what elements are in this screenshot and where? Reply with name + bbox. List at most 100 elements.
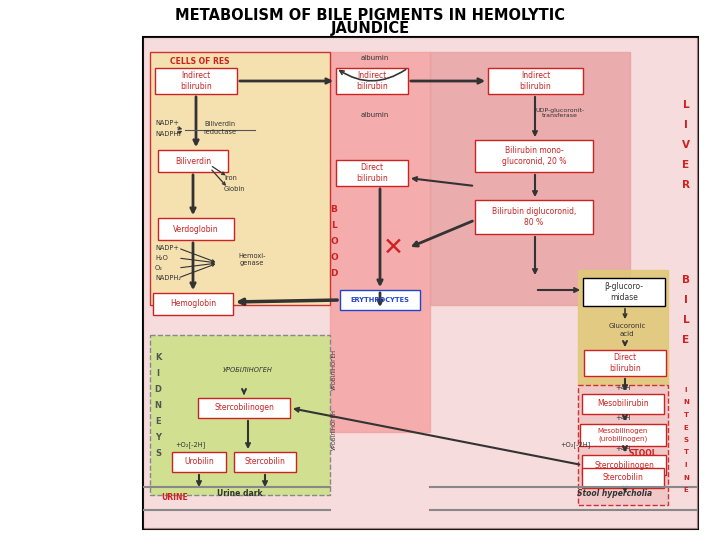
Text: D: D <box>155 386 161 395</box>
Text: УРОБІЛІНОГЕН: УРОБІЛІНОГЕН <box>331 409 336 450</box>
Bar <box>234 452 296 472</box>
Text: METABOLISM OF BILE PIGMENTS IN HEMOLYTIC: METABOLISM OF BILE PIGMENTS IN HEMOLYTIC <box>175 9 565 24</box>
Bar <box>198 398 290 418</box>
Bar <box>578 385 668 505</box>
Text: УРОБІЛІНОГЕН: УРОБІЛІНОГЕН <box>331 349 336 390</box>
Text: T: T <box>683 449 688 456</box>
Text: CELLS OF RES: CELLS OF RES <box>170 57 230 65</box>
Text: L: L <box>683 315 689 325</box>
Bar <box>150 335 330 495</box>
Text: Indirect
bilirubin: Indirect bilirubin <box>520 71 552 91</box>
Text: O₂: O₂ <box>155 265 163 271</box>
Bar <box>475 200 593 234</box>
Text: L: L <box>331 221 337 231</box>
Text: UDP-glucoronit-
transferase: UDP-glucoronit- transferase <box>536 107 585 118</box>
Text: Stercobilinogen: Stercobilinogen <box>214 403 274 413</box>
Bar <box>475 140 593 172</box>
Bar <box>582 394 664 414</box>
Text: L: L <box>683 100 689 110</box>
Text: Glucoronic
acid: Glucoronic acid <box>608 323 646 336</box>
Bar <box>143 37 698 529</box>
Bar <box>582 455 666 475</box>
Text: ERYTHROCYTES: ERYTHROCYTES <box>351 297 410 303</box>
Text: E: E <box>683 424 688 430</box>
Text: I: I <box>684 120 688 130</box>
Text: K: K <box>155 354 161 362</box>
Text: I: I <box>156 369 160 379</box>
Text: S: S <box>683 437 688 443</box>
Text: B: B <box>682 275 690 285</box>
Bar <box>578 270 668 385</box>
Bar <box>330 52 430 432</box>
Bar <box>583 278 665 306</box>
Text: NADP+: NADP+ <box>155 120 179 126</box>
Bar <box>430 52 630 305</box>
Text: H₂O: H₂O <box>155 255 168 261</box>
Text: Hemoglobin: Hemoglobin <box>170 300 216 308</box>
Text: N: N <box>683 400 689 406</box>
Text: Bilirubin diglucoronid,
80 %: Bilirubin diglucoronid, 80 % <box>492 207 576 227</box>
Text: N: N <box>155 402 161 410</box>
Text: Iron: Iron <box>224 175 237 181</box>
Bar <box>584 350 666 376</box>
Text: I: I <box>685 387 688 393</box>
Text: Stool hypercholia: Stool hypercholia <box>577 489 652 497</box>
Text: +4H: +4H <box>616 415 631 421</box>
Text: +4H: +4H <box>616 446 631 452</box>
Text: NADPH₂: NADPH₂ <box>155 131 181 137</box>
Text: +O₂[-2H]: +O₂[-2H] <box>560 442 590 448</box>
Text: JAUNDICE: JAUNDICE <box>330 21 410 36</box>
Text: β-glucoro-
midase: β-glucoro- midase <box>605 282 644 302</box>
Text: E: E <box>683 160 690 170</box>
Bar <box>150 52 330 305</box>
Bar <box>158 218 234 240</box>
Text: I: I <box>685 462 688 468</box>
Text: V: V <box>682 140 690 150</box>
Text: NADP+: NADP+ <box>155 245 179 251</box>
Bar <box>488 68 583 94</box>
Bar <box>582 468 664 488</box>
Text: O: O <box>330 238 338 246</box>
Text: Biliverdin
reductase: Biliverdin reductase <box>204 122 237 134</box>
Bar <box>340 290 420 310</box>
Text: I: I <box>684 295 688 305</box>
Text: albumin: albumin <box>361 112 390 118</box>
Text: ✕: ✕ <box>382 236 403 260</box>
Text: +O₂[-2H]: +O₂[-2H] <box>175 442 205 448</box>
Text: NADPH₂: NADPH₂ <box>155 275 181 281</box>
Text: Globin: Globin <box>224 186 246 192</box>
Text: E: E <box>683 487 688 493</box>
Bar <box>158 150 228 172</box>
Bar <box>580 424 666 446</box>
Text: albumin: albumin <box>361 55 390 61</box>
Bar <box>336 160 408 186</box>
Text: Stercobilin: Stercobilin <box>245 457 285 467</box>
Text: Bilirubin mono-
glucoronid, 20 %: Bilirubin mono- glucoronid, 20 % <box>502 146 566 166</box>
Text: Verdoglobin: Verdoglobin <box>174 225 219 233</box>
Bar <box>172 452 226 472</box>
Text: Urine dark: Urine dark <box>217 489 263 497</box>
Bar <box>153 293 233 315</box>
Text: Stercobilin: Stercobilin <box>603 474 644 483</box>
Text: Biliverdin: Biliverdin <box>175 157 211 165</box>
Bar <box>155 68 237 94</box>
Text: STOOL: STOOL <box>629 449 657 457</box>
Text: Mesobilinogen
(urobilinogen): Mesobilinogen (urobilinogen) <box>598 428 648 442</box>
Text: Direct
bilirubin: Direct bilirubin <box>609 353 641 373</box>
Text: E: E <box>156 417 161 427</box>
Text: S: S <box>155 449 161 458</box>
Text: D: D <box>330 269 338 279</box>
Text: R: R <box>682 180 690 190</box>
Text: Direct
bilirubin: Direct bilirubin <box>356 163 388 183</box>
Text: +4H: +4H <box>616 385 631 391</box>
Text: T: T <box>683 412 688 418</box>
Text: УРОБІЛІНОГЕН: УРОБІЛІНОГЕН <box>223 367 273 373</box>
Text: Y: Y <box>155 434 161 442</box>
Text: B: B <box>330 206 338 214</box>
Text: Indirect
bilirubin: Indirect bilirubin <box>356 71 388 91</box>
Text: E: E <box>683 335 690 345</box>
Text: Indirect
bilirubin: Indirect bilirubin <box>180 71 212 91</box>
Text: O: O <box>330 253 338 262</box>
Text: Mesobilirubin: Mesobilirubin <box>597 400 649 408</box>
Text: Hemoxi-
genase: Hemoxi- genase <box>238 253 266 267</box>
